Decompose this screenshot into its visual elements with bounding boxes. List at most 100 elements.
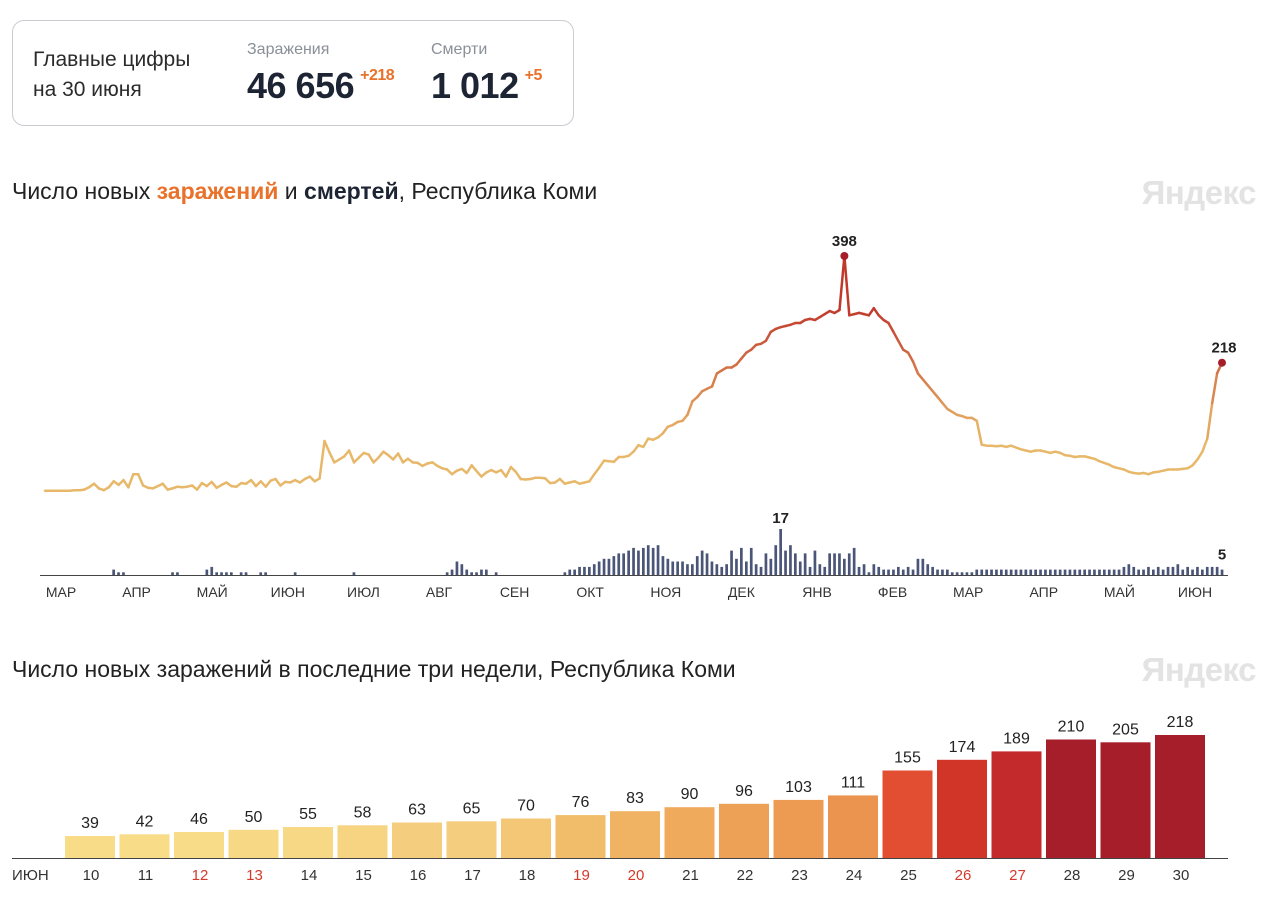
cases-line-segment bbox=[941, 401, 949, 411]
cases-line-segment bbox=[593, 466, 601, 476]
deaths-bar bbox=[1152, 569, 1155, 575]
deaths-bar bbox=[1132, 566, 1136, 575]
chart1-title-deaths: смертей bbox=[304, 178, 399, 204]
yandex-logo: Яндекс bbox=[1141, 651, 1257, 688]
chart2-bar-value: 58 bbox=[354, 804, 372, 821]
chart1-month-tick: ЯНВ bbox=[802, 584, 832, 600]
deaths-bar bbox=[1127, 564, 1131, 575]
chart2-bar-value: 42 bbox=[136, 813, 154, 830]
chart2-category-tick: 19 bbox=[573, 867, 590, 884]
cases-line-segment bbox=[465, 464, 473, 475]
deaths-bar bbox=[882, 569, 885, 575]
deaths-bar bbox=[666, 558, 670, 575]
deaths-bar bbox=[740, 547, 743, 575]
deaths-bar bbox=[828, 553, 831, 575]
deaths-bar bbox=[592, 564, 596, 575]
chart2-bar bbox=[555, 815, 606, 858]
cases-line-segment bbox=[136, 472, 145, 487]
deaths-bar bbox=[244, 572, 248, 575]
cases-line-segment bbox=[710, 372, 719, 388]
chart1-month-tick: ИЮН bbox=[271, 584, 305, 600]
chart1-month-tick: ФЕВ bbox=[878, 584, 907, 600]
cases-last-dot bbox=[1218, 358, 1226, 367]
chart2-bar bbox=[337, 825, 388, 858]
deaths-bar bbox=[1019, 569, 1023, 575]
cases-line-segment bbox=[887, 321, 895, 334]
cases-line-segment bbox=[1201, 437, 1209, 453]
chart2-bar bbox=[719, 803, 769, 858]
deaths-bar bbox=[1201, 569, 1204, 575]
chart2-bar bbox=[392, 822, 442, 858]
deaths-bar bbox=[1078, 569, 1082, 575]
deaths-bar bbox=[818, 564, 822, 575]
deaths-bar bbox=[1103, 569, 1106, 575]
deaths-stat-value: 1 012 bbox=[431, 65, 519, 106]
chart2-category-tick: 12 bbox=[192, 867, 209, 884]
deaths-bar bbox=[293, 572, 297, 575]
cases-line-segment bbox=[642, 437, 650, 449]
chart2-bar-value: 76 bbox=[572, 794, 590, 811]
chart1-title-cases: заражений bbox=[156, 178, 279, 204]
cases-line-segment bbox=[504, 465, 513, 478]
chart2-category-tick: 18 bbox=[519, 867, 536, 884]
chart2-bar bbox=[610, 811, 660, 858]
deaths-bar bbox=[637, 550, 640, 575]
deaths-bar bbox=[1004, 569, 1008, 575]
deaths-bar bbox=[745, 561, 748, 575]
cases-line-segment bbox=[249, 478, 258, 488]
deaths-bar bbox=[676, 561, 679, 575]
deaths-bar bbox=[122, 572, 125, 575]
cases-line-segment bbox=[470, 464, 478, 473]
chart2-category-tick: 10 bbox=[83, 867, 100, 884]
deaths-bar bbox=[656, 545, 660, 575]
chart2-bar bbox=[283, 827, 333, 858]
deaths-bar bbox=[710, 561, 714, 575]
deaths-bar bbox=[455, 561, 459, 575]
deaths-bar bbox=[754, 564, 758, 575]
cases-stat-value: 46 656 bbox=[247, 65, 355, 106]
deaths-bar bbox=[946, 569, 949, 575]
deaths-bar bbox=[759, 566, 763, 575]
deaths-bar bbox=[171, 572, 174, 575]
deaths-bar bbox=[1186, 566, 1189, 575]
deaths-bar bbox=[1112, 569, 1116, 575]
cases-line-segment bbox=[906, 351, 915, 363]
deaths-bar bbox=[897, 566, 900, 575]
chart2-bar bbox=[937, 759, 987, 858]
deaths-bar bbox=[1161, 569, 1165, 575]
cases-line-segment bbox=[867, 306, 876, 317]
deaths-bar bbox=[671, 561, 675, 575]
deaths-bar bbox=[1098, 569, 1101, 575]
deaths-bar bbox=[210, 566, 214, 575]
cases-line-segment bbox=[588, 472, 596, 483]
cases-line-segment bbox=[1210, 372, 1219, 405]
deaths-bar bbox=[1009, 569, 1013, 575]
chart2-category-tick: 27 bbox=[1009, 867, 1026, 884]
deaths-bar bbox=[1220, 569, 1224, 575]
deaths-stat-delta: +5 bbox=[524, 67, 543, 84]
chart2-bar-value: 39 bbox=[81, 815, 99, 832]
deaths-bar bbox=[901, 569, 905, 575]
cases-line-segment bbox=[597, 459, 606, 469]
cases-line-segment bbox=[681, 413, 689, 423]
deaths-bar bbox=[1166, 566, 1170, 575]
cases-line-segment bbox=[931, 389, 939, 399]
cases-line-segment bbox=[1191, 458, 1199, 467]
chart2-category-tick: 25 bbox=[900, 867, 917, 884]
cases-line-segment bbox=[843, 254, 851, 317]
chart2-bar-value: 55 bbox=[299, 806, 317, 823]
chart2-bar bbox=[228, 829, 279, 858]
deaths-bar bbox=[1147, 566, 1150, 575]
chart2-bar bbox=[65, 836, 115, 858]
chart2-bar bbox=[664, 807, 715, 858]
deaths-bar bbox=[597, 561, 601, 575]
deaths-bar bbox=[480, 569, 483, 575]
deaths-bar bbox=[215, 572, 218, 575]
deaths-bar bbox=[872, 564, 876, 575]
deaths-bar bbox=[1215, 566, 1219, 575]
chart1-title: Число новых заражений и смертей, Республ… bbox=[12, 178, 597, 205]
cases-line-segment bbox=[318, 439, 326, 480]
chart2-bar bbox=[991, 751, 1042, 858]
deaths-bar bbox=[926, 564, 930, 575]
deaths-bar bbox=[862, 564, 866, 575]
